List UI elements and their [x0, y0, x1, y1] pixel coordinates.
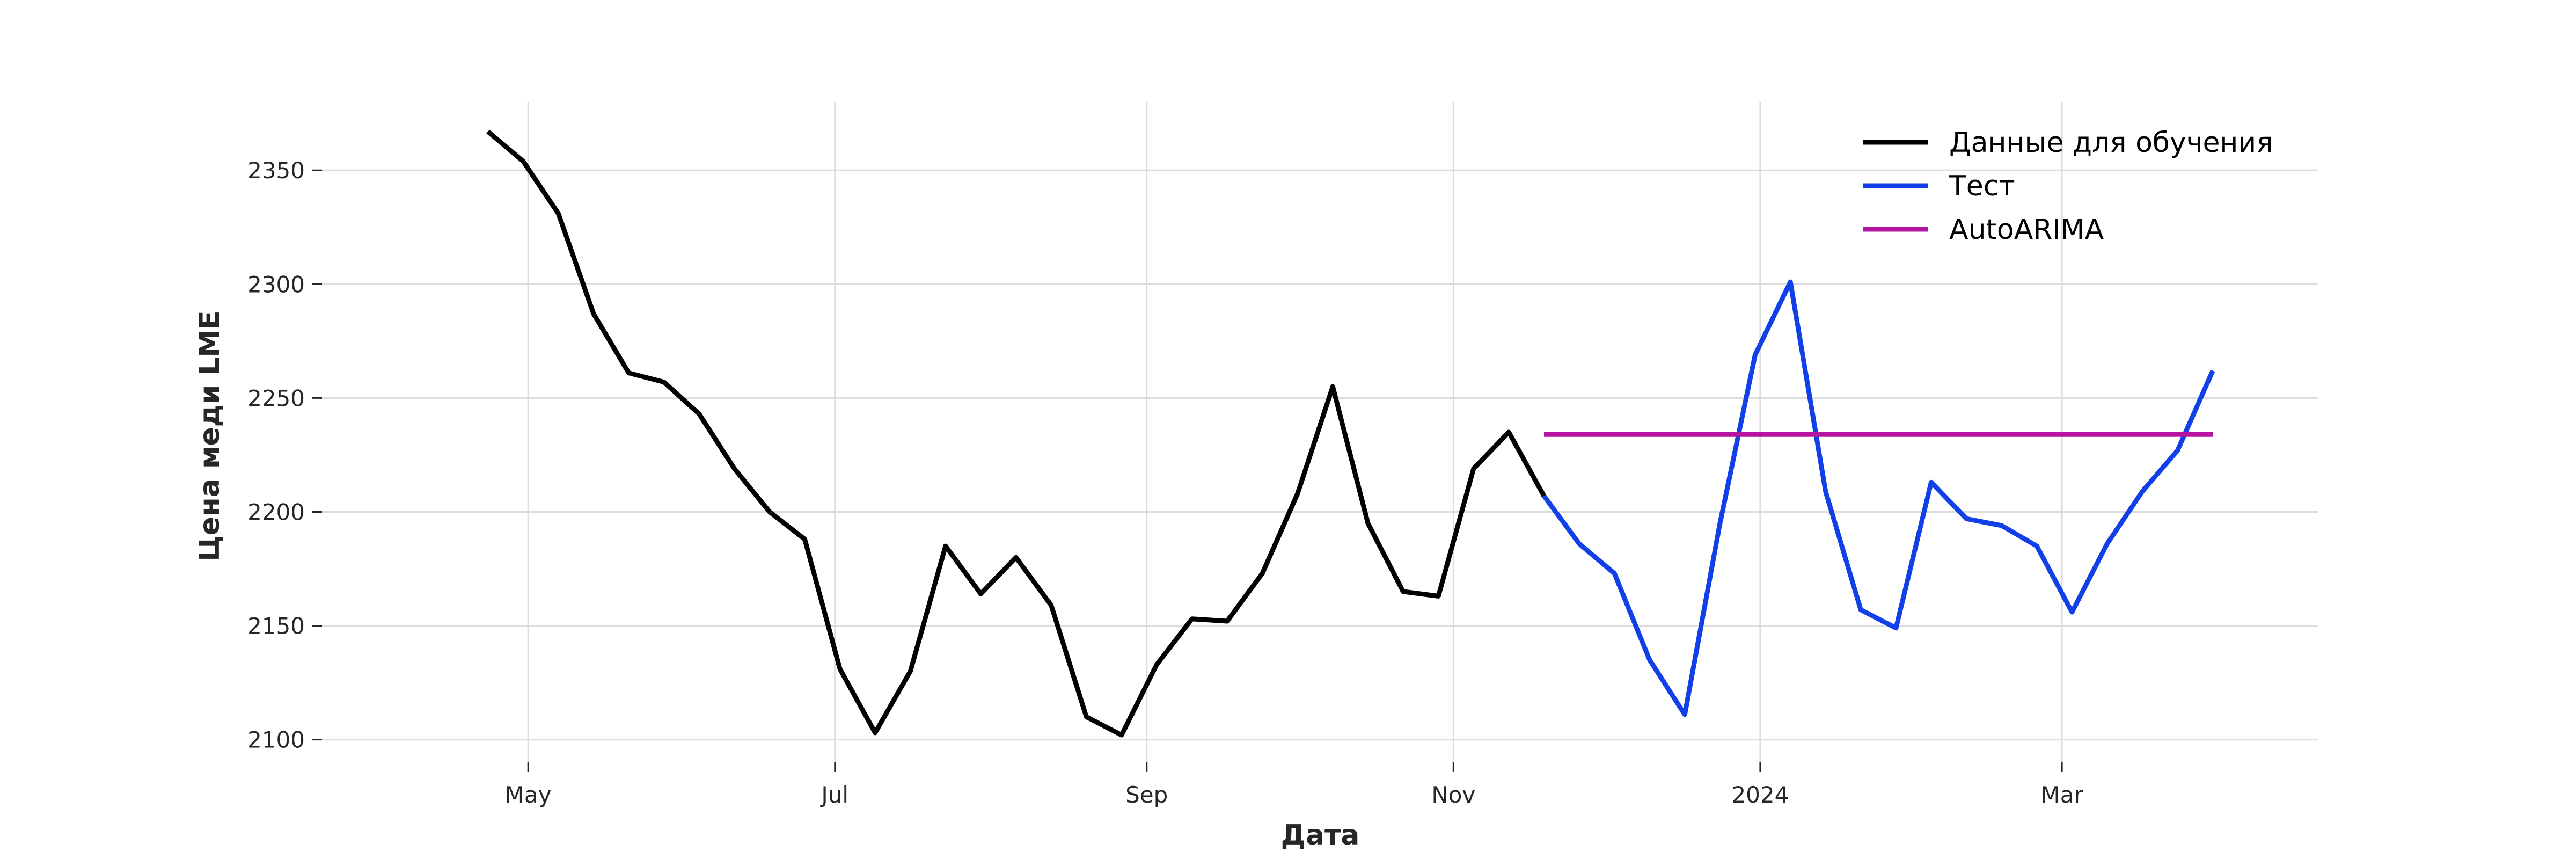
axis-ticks: 2100 2150 2200 2250 2300 2350 May Jul Sep Nov 2024…	[247, 157, 2083, 808]
x-tick-label: May	[505, 782, 552, 808]
legend-label-3: AutoARIMA	[1949, 214, 2104, 246]
y-tick-label: 2100	[247, 727, 305, 753]
series-line-2	[1542, 279, 2215, 717]
grid-lines	[322, 102, 2318, 762]
y-tick-label: 2150	[247, 613, 305, 639]
y-tick-label: 2200	[247, 499, 305, 525]
x-tick-label: Nov	[1431, 782, 1475, 808]
legend: Данные для обучения Тест AutoARIMA	[1863, 127, 2273, 246]
x-tick-label: Jul	[819, 782, 848, 808]
y-tick-label: 2350	[247, 157, 305, 184]
y-axis-title: Цена меди LME	[194, 310, 226, 561]
legend-label-2: Тест	[1949, 170, 2015, 202]
y-tick-label: 2300	[247, 271, 305, 297]
x-tick-label: Sep	[1125, 782, 1168, 808]
y-tick-label: 2250	[247, 385, 305, 411]
x-tick-label: Mar	[2040, 782, 2083, 808]
x-axis-title: Дата	[1281, 819, 1360, 851]
x-tick-label: 2024	[1731, 782, 1789, 808]
series-line-1	[486, 129, 1546, 738]
legend-label-1: Данные для обучения	[1949, 127, 2273, 159]
series-lines	[486, 129, 2215, 738]
